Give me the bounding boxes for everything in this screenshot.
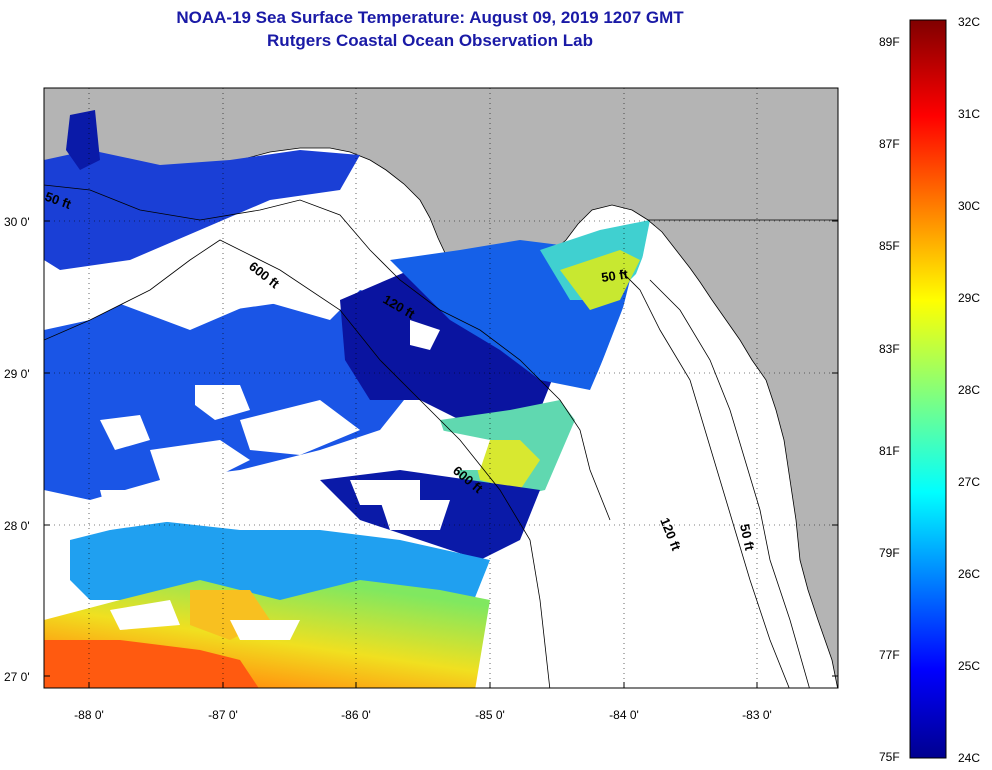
axis-ticks [44,220,838,688]
colorbar-c-label: 26C [958,567,980,581]
map-subtitle: Rutgers Coastal Ocean Observation Lab [267,31,593,50]
colorbar-c-label: 32C [958,15,980,29]
cloud-mask [44,240,490,640]
sst-cold-patch [44,150,360,270]
lat-label: 30 0' [4,215,30,229]
lon-label: -87 0' [208,708,238,722]
depth-contours [44,184,810,688]
colorbar-c-label: 27C [958,475,980,489]
colorbar-f-label: 75F [879,750,900,764]
colorbar-f-label: 87F [879,137,900,151]
colorbar-f-label: 77F [879,648,900,662]
colorbar-f-label: 85F [879,239,900,253]
map-frame [43,87,839,689]
lat-label: 27 0' [4,670,30,684]
map-plot-area: 50 ft 600 ft 120 ft 50 ft 600 ft 120 ft … [44,88,838,688]
lon-label: -83 0' [742,708,772,722]
colorbar-c-label: 30C [958,199,980,213]
colorbar-f-label: 79F [879,546,900,560]
contour-label: 50 ft [737,523,757,553]
colorbar-c-label: 31C [958,107,980,121]
map-title: NOAA-19 Sea Surface Temperature: August … [176,8,684,27]
lon-label: -86 0' [341,708,371,722]
colorbar-f-label: 83F [879,342,900,356]
colorbar-f-label: 81F [879,444,900,458]
lat-label: 29 0' [4,367,30,381]
colorbar-c-label: 24C [958,751,980,765]
sst-warm-patch [44,640,259,688]
sst-cold-patch [66,110,100,170]
sst-cold-patch [340,270,560,430]
colorbar-c-label: 25C [958,659,980,673]
colorbar [909,19,947,759]
lat-lon-grid [44,88,838,688]
sst-warm-patch [560,250,640,310]
lat-label: 28 0' [4,519,30,533]
lon-label: -84 0' [609,708,639,722]
colorbar-f-label: 89F [879,35,900,49]
colorbar-c-label: 28C [958,383,980,397]
lon-label: -85 0' [475,708,505,722]
lon-label: -88 0' [74,708,104,722]
contour-label: 50 ft [600,266,629,285]
colorbar-c-label: 29C [958,291,980,305]
sst-warm-patch [470,440,540,490]
